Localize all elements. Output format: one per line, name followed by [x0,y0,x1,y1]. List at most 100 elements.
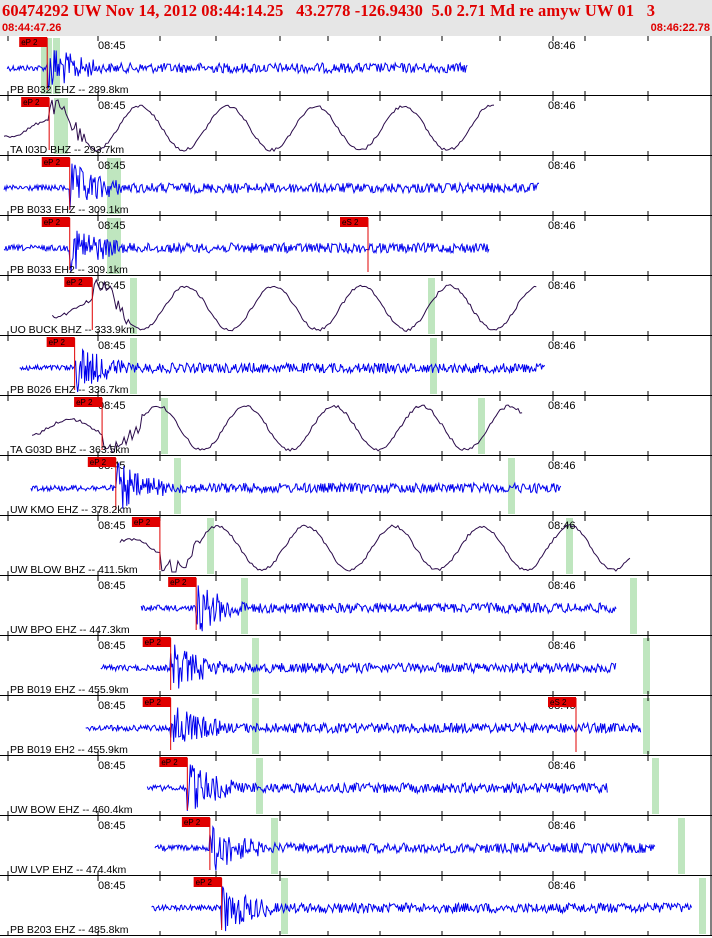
tick-label: 08:45 [98,520,126,532]
pick-label: eP 2 [23,98,40,107]
tick-label: 08:46 [548,100,576,112]
pick-label: eS 2 [550,698,567,707]
tick-label: 08:45 [98,820,126,832]
coda-window [643,698,650,754]
coda-window [130,278,137,334]
pick-flag [193,877,222,887]
pick-flag [142,637,171,647]
tick-label: 08:46 [548,580,576,592]
pick-flag [41,217,70,227]
station-label: PB B203 EHZ -- 485.8km [10,924,129,936]
pick-label: eP 2 [49,338,66,347]
tick-label: 08:46 [548,820,576,832]
coda-window [114,158,121,214]
tick-label: 08:46 [548,460,576,472]
event-title: 60474292 UW Nov 14, 2012 08:44:14.25 43.… [2,1,656,20]
pick-label: eP 2 [66,278,83,287]
pick-flag [131,517,160,527]
pick-label: eP 2 [134,518,151,527]
waveform-trace [3,230,490,273]
station-label: PB B026 EHZ -- 336.7km [10,384,129,396]
pick-flag [41,157,70,167]
waveform-trace [51,278,537,332]
pick-label: eP 2 [90,458,107,467]
coda-window [699,878,706,934]
coda-window [281,878,288,934]
waveform-trace [19,348,546,393]
pick-flag [87,457,116,467]
tick-label: 08:45 [98,880,126,892]
pick-flag [548,697,576,707]
tick-label: 08:45 [98,580,126,592]
pick-flag [168,577,197,587]
pick-label: eP 2 [76,398,93,407]
pick-flag [64,277,93,287]
station-label: UO BUCK BHZ -- 333.9km [10,324,135,336]
pick-flag [74,397,103,407]
coda-window [643,638,650,694]
pick-label: eP 2 [21,38,38,47]
station-label: PB B019 EH2 -- 455.9km [10,744,128,756]
window-start-time: 08:44:47.26 [2,22,62,34]
coda-window [45,38,52,94]
coda-window [41,38,48,94]
pick-flag [340,217,368,227]
station-label: TA G03D BHZ -- 363.5km [10,444,130,456]
station-label: UW BLOW BHZ -- 411.5km [10,564,138,576]
waveform-trace [140,585,617,632]
tick-label: 08:45 [98,700,126,712]
tick-label: 08:46 [548,760,576,772]
coda-window [508,458,515,514]
waveform-trace [146,764,608,811]
coda-window [252,638,259,694]
pick-label: eP 2 [44,218,61,227]
tick-label: 08:45 [98,640,126,652]
seismogram-plot: 08:45 08:46 eP 2 PB B032 EHZ -- 289.8km 08:4… [0,36,712,936]
tick-label: 08:45 [98,760,126,772]
pick-label: eP 2 [161,758,178,767]
tick-label: 08:46 [548,340,576,352]
coda-window [430,338,437,394]
coda-window [428,278,435,334]
waveform-trace [3,99,495,153]
coda-window [161,398,168,454]
waveform-trace [100,644,617,689]
waveform-trace [6,50,468,89]
tick-label: 08:46 [548,640,576,652]
tick-label: 08:45 [98,40,126,52]
station-label: UW BPO EHZ -- 447.3km [10,624,130,636]
pick-flag [46,337,75,347]
station-label: UW KMO EHZ -- 378.2km [10,504,132,516]
station-label: PB B032 EHZ -- 289.8km [10,84,129,96]
window-end-time: 08:46:22.78 [650,22,710,34]
coda-window [630,578,637,634]
station-label: PB B019 EHZ -- 455.9km [10,684,129,696]
tick-label: 08:46 [548,520,576,532]
pick-flag [181,817,210,827]
tick-label: 08:45 [98,100,126,112]
pick-label: eP 2 [145,698,162,707]
tick-label: 08:46 [548,280,576,292]
station-label: UW BOW EHZ -- 460.4km [10,804,133,816]
tick-label: 08:46 [548,160,576,172]
waveform-trace [119,524,631,573]
waveform-trace [3,163,540,210]
tick-label: 08:46 [548,40,576,52]
station-label: PB B033 EH2 -- 309.1km [10,264,128,276]
tick-label: 08:45 [98,340,126,352]
waveform-trace [30,461,562,509]
waveform-trace [31,404,523,453]
pick-label: eP 2 [196,878,213,887]
coda-window [252,698,259,754]
station-label: PB B033 EHZ -- 309.1km [10,204,129,216]
pick-flag [142,697,171,707]
tick-label: 08:45 [98,220,126,232]
pick-label: eP 2 [145,638,162,647]
event-header: 60474292 UW Nov 14, 2012 08:44:14.25 43.… [0,0,712,36]
coda-window [652,758,659,814]
waveform-trace [151,886,693,932]
pick-label: eP 2 [44,158,61,167]
tick-label: 08:46 [548,400,576,412]
station-label: UW LVP EHZ -- 474.4km [10,864,127,876]
coda-window [174,458,181,514]
